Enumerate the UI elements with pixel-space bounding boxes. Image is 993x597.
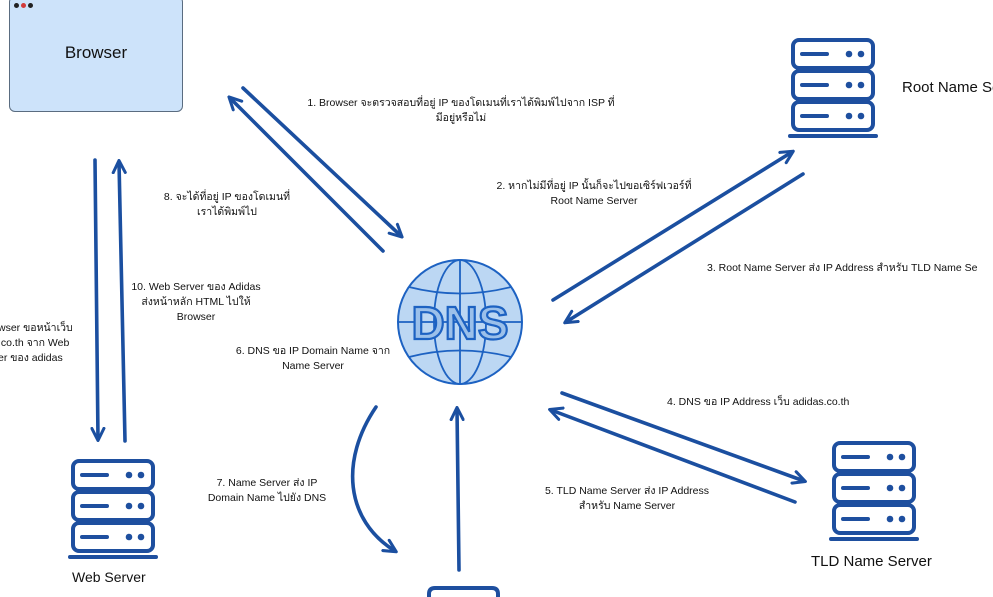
arrow-web-to-browser	[111, 158, 127, 443]
arrow-dns-to-root	[551, 149, 795, 302]
step-2-label: 2. หากไม่มีที่อยู่ IP นั้นก็จะไปขอเซิร์ฟ…	[496, 180, 692, 207]
step-3-label: 3. Root Name Server ส่ง IP Address สำหรั…	[707, 262, 978, 274]
web-server-label: Web Server	[72, 569, 146, 585]
step-5-label: 5. TLD Name Server ส่ง IP Address สำหรับ…	[544, 485, 710, 512]
arrow-browser-to-web	[90, 158, 106, 443]
arrow-dns-to-browser	[227, 95, 385, 253]
step-9-label: wser ขอหน้าเว็บ .co.th จาก Web er ของ ad…	[0, 322, 73, 364]
tld-server-label: TLD Name Server	[811, 553, 932, 570]
window-dot-icon	[28, 3, 33, 8]
browser-window: Browser	[9, 0, 183, 112]
step-7-label: 7. Name Server ส่ง IP Domain Name ไปยัง …	[207, 477, 327, 504]
arrow-dns-to-tld	[560, 391, 807, 485]
tld-server-icon	[829, 441, 919, 541]
step-10-label: 10. Web Server ของ Adidas ส่งหน้าหลัก HT…	[131, 281, 261, 323]
root-server-icon	[788, 38, 878, 138]
arrow-root-to-dns	[563, 172, 805, 325]
browser-title: Browser	[64, 43, 128, 62]
step-4-label: 4. DNS ขอ IP Address เว็บ adidas.co.th	[667, 396, 850, 408]
arrow-tld-to-dns	[548, 406, 797, 504]
step-6-label: 6. DNS ขอ IP Domain Name จาก Name Server	[235, 345, 391, 372]
root-server-label: Root Name Server	[902, 79, 993, 96]
step-1-label: 1. Browser จะตรวจสอบที่อยู่ IP ของโดเมนท…	[307, 97, 615, 124]
arrow-browser-to-dns	[241, 86, 404, 239]
step-8-label: 8. จะได้ที่อยู่ IP ของโดเมนที่ เราได้พิม…	[163, 191, 291, 218]
window-close-dot-icon	[21, 3, 26, 8]
arrow-nameserver-to-dns	[449, 405, 465, 572]
dns-globe-icon	[397, 259, 523, 385]
web-server-icon	[68, 459, 158, 559]
arrow-dns-to-nameserver	[350, 405, 398, 554]
window-dot-icon	[14, 3, 19, 8]
name-server-icon	[427, 586, 500, 597]
dns-label: DNS	[411, 297, 508, 349]
